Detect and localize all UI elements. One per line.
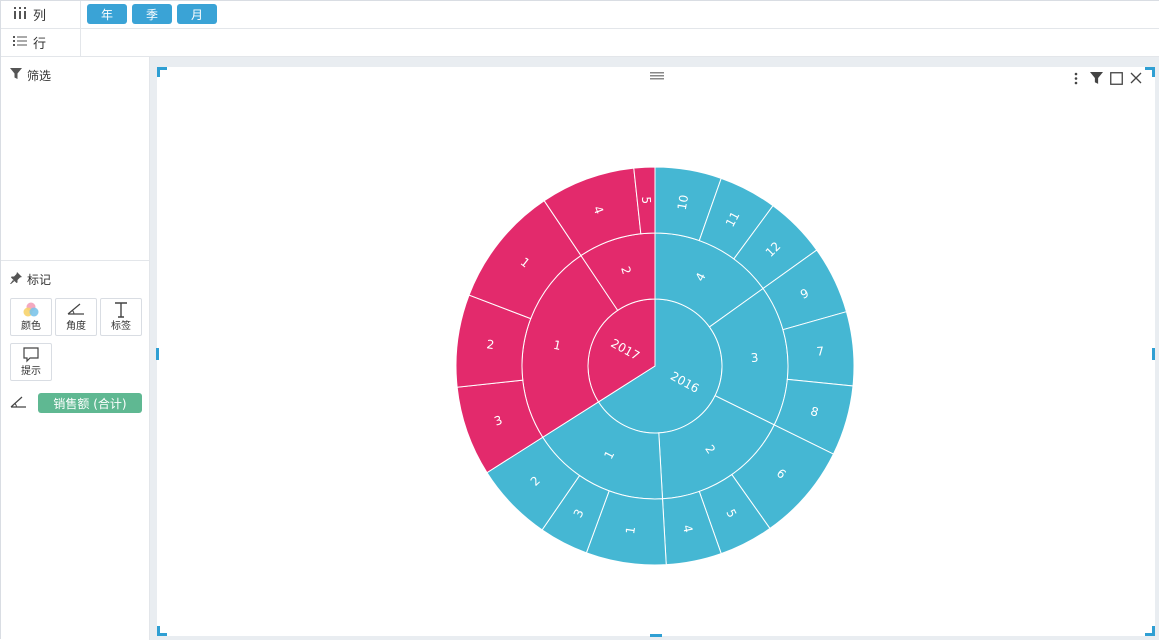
- sunburst-segment-1-1-1[interactable]: [633, 166, 656, 235]
- maximize-icon[interactable]: [1109, 71, 1123, 85]
- filter-panel-icon[interactable]: [1089, 71, 1103, 85]
- resize-corner-top-right[interactable]: [1145, 67, 1155, 77]
- columns-label: 列: [33, 9, 47, 24]
- columns-icon: [13, 7, 27, 22]
- angle-field-icon: [10, 395, 28, 412]
- sunburst-label-1-0-0: 3: [492, 413, 504, 429]
- color-button[interactable]: 颜色: [10, 298, 52, 336]
- marks-section-title: 标记: [10, 271, 51, 288]
- resize-corner-bottom-right[interactable]: [1145, 626, 1155, 636]
- sunburst-label-1-0: 1: [552, 338, 562, 353]
- sunburst-label-0-1-2: 8: [809, 404, 820, 420]
- pill-quarter[interactable]: 季: [132, 4, 172, 24]
- marks-title: 标记: [27, 273, 52, 287]
- sunburst-label-0-0-0: 10: [675, 194, 691, 211]
- sunburst-label-0-1-1: 7: [816, 344, 825, 359]
- color-label: 颜色: [21, 321, 41, 332]
- sunburst-label-0-1: 3: [750, 351, 759, 366]
- color-icon: [22, 302, 40, 321]
- angle-button[interactable]: 角度: [55, 298, 97, 336]
- columns-shelf-label: 列: [13, 1, 81, 28]
- filter-section-title[interactable]: 筛选: [10, 67, 51, 84]
- close-icon[interactable]: [1129, 71, 1143, 85]
- filter-icon: [10, 68, 22, 83]
- columns-shelf: 列 年 季 月: [1, 1, 1159, 29]
- tooltip-label: 提示: [21, 366, 41, 377]
- resize-corner-bottom-left[interactable]: [157, 626, 167, 636]
- sunburst-label-0-0-1: 11: [723, 209, 743, 229]
- drag-handle-icon[interactable]: [650, 69, 664, 80]
- chart-panel[interactable]: 2016 4 10 11 12 3 9 7 8 2 6 5 4 1 1 3 2 2017 1 3 2 1 2 4 5: [157, 67, 1155, 636]
- pill-year[interactable]: 年: [87, 4, 127, 24]
- angle-icon: [67, 302, 85, 319]
- tooltip-icon: [23, 347, 39, 366]
- sunburst-label-0-2-2: 4: [680, 524, 695, 534]
- sunburst-label-0-3-0: 1: [623, 525, 638, 535]
- rows-label: 行: [33, 37, 47, 52]
- sunburst-label-1-0-1: 2: [486, 337, 495, 352]
- sidebar-divider: [1, 260, 149, 261]
- sunburst-label-1-1-1: 5: [639, 196, 653, 204]
- resize-handle-right[interactable]: [1152, 348, 1155, 360]
- filter-title: 筛选: [27, 69, 52, 83]
- resize-handle-bottom[interactable]: [650, 634, 662, 637]
- resize-handle-left[interactable]: [156, 348, 159, 360]
- text-icon: [114, 302, 128, 321]
- panel-toolbar: [1069, 71, 1143, 85]
- angle-label: 角度: [66, 321, 86, 332]
- pin-icon: [10, 272, 22, 287]
- sunburst-label-1-1-0: 4: [590, 204, 606, 216]
- angle-field-pill[interactable]: 销售额 (合计): [38, 393, 142, 413]
- pill-month[interactable]: 月: [177, 4, 217, 24]
- rows-shelf-label: 行: [13, 29, 81, 56]
- tooltip-button[interactable]: 提示: [10, 343, 52, 381]
- label-button[interactable]: 标签: [100, 298, 142, 336]
- sidebar: 筛选 标记 颜色 角度 标签: [1, 57, 150, 640]
- resize-corner-top-left[interactable]: [157, 67, 167, 77]
- more-icon[interactable]: [1069, 71, 1083, 85]
- label-label: 标签: [111, 321, 131, 332]
- angle-field-row: 销售额 (合计): [10, 393, 142, 413]
- rows-shelf[interactable]: 行: [1, 29, 1159, 57]
- rows-icon: [13, 35, 27, 50]
- sunburst-label-1-1: 2: [618, 265, 634, 276]
